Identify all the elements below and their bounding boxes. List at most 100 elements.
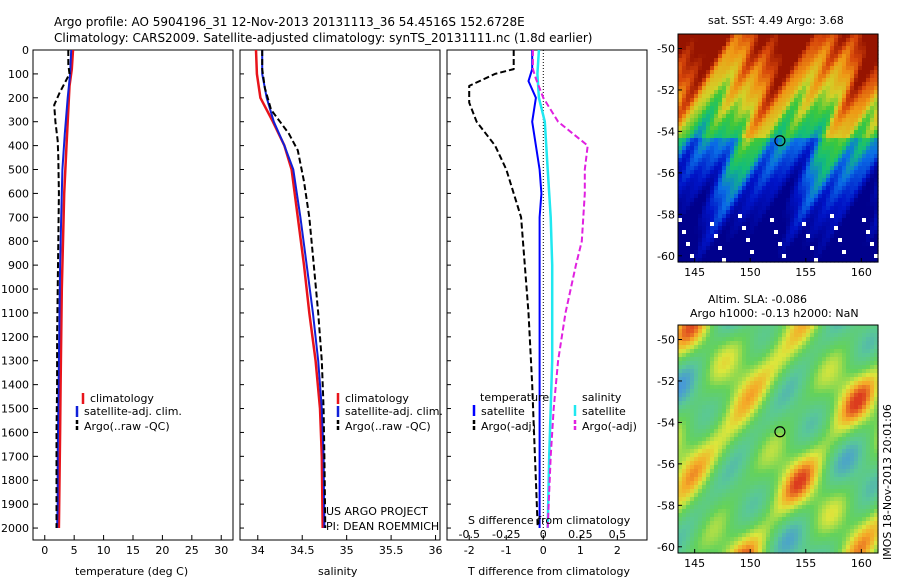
map-cell [702,429,707,434]
map-cell [798,202,803,207]
map-cell [778,349,783,354]
map-cell [702,465,707,470]
map-cell [714,341,719,346]
map-cell [838,433,843,438]
map-cell [690,178,695,183]
map-cell [858,46,863,51]
map-cell [730,441,735,446]
map-cell [686,250,691,255]
map-cell [770,34,775,39]
map-cell [702,469,707,474]
map-cell [682,166,687,171]
map-cell [866,174,871,179]
map-cell [814,246,819,251]
legend-sat-S: satellite [582,405,626,418]
map-cell [870,445,875,450]
map-cell [690,409,695,414]
map-cell [734,369,739,374]
map-cell [874,357,879,362]
map-cell [822,174,827,179]
map-cell [866,82,871,87]
map-cell [838,329,843,334]
map-cell [846,82,851,87]
map-cell [798,409,803,414]
map-cell [826,150,831,155]
map-cell [814,186,819,191]
map-cell [866,34,871,39]
map-cell [818,234,823,239]
map-cell [802,126,807,131]
map-cell [778,98,783,103]
map-cell [678,194,683,199]
map-cell [790,385,795,390]
map-cell [870,397,875,402]
map-cell [738,198,743,203]
y-tick-label: 500 [8,164,29,177]
map-cell [714,453,719,458]
map-cell [746,373,751,378]
map-cell [822,38,827,43]
map-cell [698,405,703,410]
map-cell [790,34,795,39]
map-cell [794,349,799,354]
map-cell [822,158,827,163]
map-cell [686,449,691,454]
s-difference-label: S difference from climatology [468,514,631,527]
map-cell [778,50,783,55]
map-cell [706,186,711,191]
map-cell [746,78,751,83]
map-cell [810,325,815,330]
map-cell [778,409,783,414]
map-cell [714,353,719,358]
map-cell [758,174,763,179]
map-cell [758,78,763,83]
map-cell [718,258,723,263]
map-cell [774,385,779,390]
map-cell [770,397,775,402]
map-cell [682,345,687,350]
map-cell [786,337,791,342]
map-cell [838,206,843,211]
map-cell [698,222,703,227]
map-cell [798,158,803,163]
sla-map-field [678,325,879,554]
map-cell [814,345,819,350]
map-cell [778,170,783,175]
map-cell [766,381,771,386]
map-cell [846,250,851,255]
map-cell [806,429,811,434]
map-cell [802,389,807,394]
map-cell [802,50,807,55]
map-cell [834,142,839,147]
map-cell [726,70,731,75]
map-cell [850,186,855,191]
map-cell [678,477,683,482]
map-cell [842,365,847,370]
map-cell [774,409,779,414]
map-cell [682,194,687,199]
map-cell [874,246,879,251]
map-cell [782,134,787,139]
map-cell [754,246,759,251]
map-cell [798,437,803,442]
map-cell [850,146,855,151]
map-cell [690,461,695,466]
map-cell [862,453,867,458]
map-cell [862,194,867,199]
map-cell [842,178,847,183]
map-cell [702,238,707,243]
map-cell [782,417,787,422]
map-cell [814,441,819,446]
map-cell [710,222,715,227]
map-cell [770,369,775,374]
map-cell [734,433,739,438]
map-cell [730,230,735,235]
map-cell [794,166,799,171]
map-cell [862,465,867,470]
map-cell [810,74,815,79]
map-cell [850,62,855,67]
map-cell [818,118,823,123]
map-cell [866,373,871,378]
map-cell [682,325,687,330]
map-cell [794,437,799,442]
